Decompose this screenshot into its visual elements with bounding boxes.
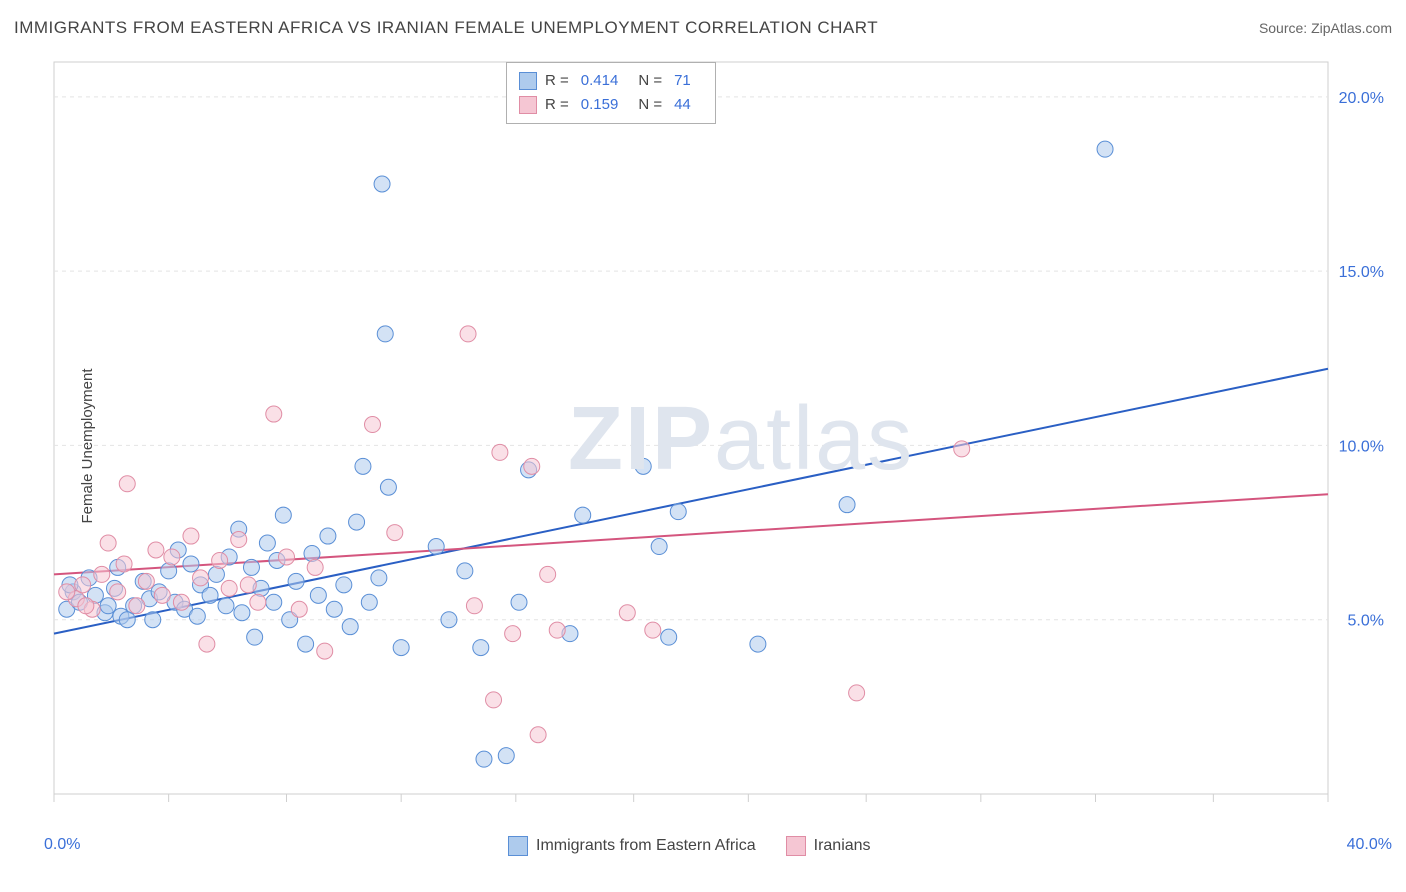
correlation-legend-box: R = 0.414 N = 71 R = 0.159 N = 44 — [506, 62, 716, 124]
swatch-series-a-bottom — [508, 836, 528, 856]
legend-row-series-a: R = 0.414 N = 71 — [519, 69, 703, 93]
swatch-series-a — [519, 72, 537, 90]
x-min-label: 0.0% — [44, 836, 80, 854]
svg-text:20.0%: 20.0% — [1339, 90, 1384, 107]
r-value-a: 0.414 — [581, 69, 619, 93]
swatch-series-b — [519, 96, 537, 114]
legend-item-series-a: Immigrants from Eastern Africa — [508, 834, 756, 858]
svg-text:10.0%: 10.0% — [1339, 438, 1384, 455]
scatter-chart: 5.0% 10.0% 15.0% 20.0% — [48, 58, 1388, 828]
source-label: Source: — [1259, 20, 1311, 36]
series-a-name: Immigrants from Eastern Africa — [536, 834, 756, 858]
r-label: R = — [545, 69, 569, 93]
legend-row-series-b: R = 0.159 N = 44 — [519, 93, 703, 117]
r-value-b: 0.159 — [581, 93, 619, 117]
source-attribution: Source: ZipAtlas.com — [1259, 20, 1392, 36]
svg-text:5.0%: 5.0% — [1348, 613, 1384, 630]
x-max-label: 40.0% — [1347, 836, 1392, 854]
swatch-series-b-bottom — [786, 836, 806, 856]
chart-title: IMMIGRANTS FROM EASTERN AFRICA VS IRANIA… — [14, 18, 878, 38]
n-value-a: 71 — [674, 69, 691, 93]
legend-item-series-b: Iranians — [786, 834, 871, 858]
series-b-name: Iranians — [814, 834, 871, 858]
plot-area: 5.0%10.0%15.0%20.0% ZIPatlas R = 0.414 N… — [48, 58, 1388, 828]
source-name[interactable]: ZipAtlas.com — [1311, 20, 1392, 36]
svg-text:15.0%: 15.0% — [1339, 264, 1384, 281]
r-label: R = — [545, 93, 569, 117]
chart-header: IMMIGRANTS FROM EASTERN AFRICA VS IRANIA… — [14, 18, 1392, 38]
n-value-b: 44 — [674, 93, 691, 117]
series-legend: Immigrants from Eastern Africa Iranians — [508, 834, 871, 858]
n-label: N = — [638, 69, 662, 93]
n-label: N = — [638, 93, 662, 117]
